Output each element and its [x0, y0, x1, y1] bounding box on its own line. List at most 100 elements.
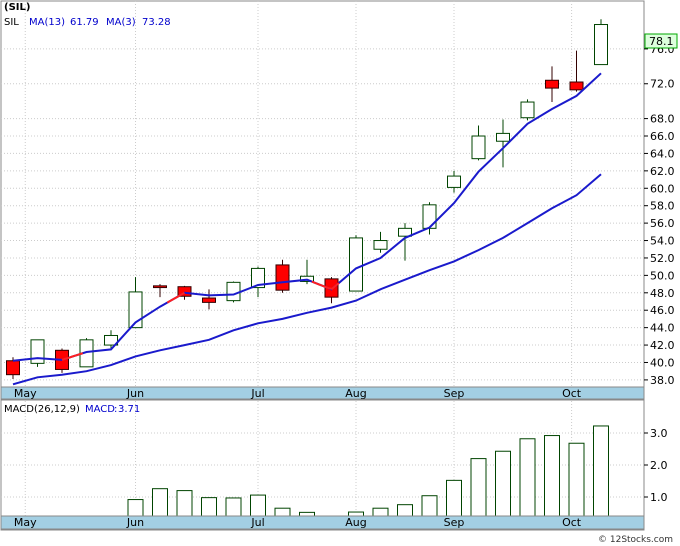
candle [545, 66, 559, 103]
watermark: © 12Stocks.com [598, 535, 673, 545]
candle-body [520, 101, 535, 119]
candle [520, 99, 535, 121]
ma3-line [12, 72, 602, 362]
price-tick-label: 64.0 [650, 147, 675, 160]
legend-ma3-name: MA(3) [106, 17, 136, 28]
macd-month-strip-bg [0, 515, 645, 530]
price-tick-label: 54.0 [650, 235, 675, 248]
candle-body [373, 240, 388, 250]
price-panel: 38.0 40.0 42.0 44.0 46.0 48.0 50.0 52.0 54.0 56.0… [0, 0, 678, 399]
candle [202, 289, 216, 310]
price-gridlines [1, 48, 644, 381]
candle [349, 235, 363, 292]
price-month-label: Jul [250, 387, 264, 400]
candle-body [226, 281, 241, 302]
candle-body [594, 24, 608, 66]
candle-body [275, 264, 290, 291]
last-price-badge [644, 33, 678, 49]
macd-month-label: Aug [345, 516, 366, 529]
price-month-label: Jun [126, 387, 144, 400]
candle-body [6, 360, 20, 376]
candle [104, 330, 118, 351]
price-tick-label: 62.0 [650, 165, 675, 178]
candle [6, 357, 20, 380]
candle [226, 281, 241, 303]
macd-month-label: Oct [562, 516, 582, 529]
macd-legend: MACD(26,12,9) MACD : 3.71 [4, 404, 140, 415]
price-month-label: May [14, 387, 37, 400]
candle-body [349, 237, 363, 292]
ma3-decline-segment [166, 291, 185, 304]
candle-body [447, 175, 461, 188]
macd-month-label: Jul [250, 516, 264, 529]
candle-body [30, 339, 45, 364]
price-month-labels: May Jun Jul Aug Sep Oct [14, 387, 582, 400]
candle-body [153, 285, 167, 289]
macd-panel: 1.0 2.0 3.0 MACD(26,12,9) MACD : 3.71 [0, 399, 668, 531]
candle [422, 202, 437, 235]
price-legend: SIL MA(13) 61.79 MA(3) 73.28 [4, 17, 171, 28]
ma3-decline-segment [311, 280, 340, 290]
candle-body [177, 286, 192, 297]
candle [153, 284, 167, 298]
candle-body [251, 267, 265, 289]
price-tick-label: 68.0 [650, 113, 675, 126]
macd-bar [519, 438, 536, 530]
price-tick-label: 66.0 [650, 130, 675, 143]
month-gridlines [24, 1, 573, 386]
price-tick-label: 52.0 [650, 252, 675, 265]
candle [128, 277, 143, 329]
candle-body [496, 132, 510, 142]
candle-body [128, 291, 143, 329]
macd-tick-label: 3.0 [650, 427, 668, 440]
candle [569, 50, 584, 92]
macd-value-sep: : [114, 404, 117, 415]
chart-title: (SIL) [4, 2, 30, 13]
legend-ma13-name: MA(13) [29, 17, 65, 28]
macd-month-label: Sep [444, 516, 465, 529]
macd-gridlines [1, 432, 644, 498]
price-tick-label: 46.0 [650, 304, 675, 317]
macd-month-labels: May Jun Jul Aug Sep Oct [14, 516, 582, 529]
price-tick-label: 40.0 [650, 356, 675, 369]
price-tick-label: 50.0 [650, 269, 675, 282]
price-tick-label: 48.0 [650, 287, 675, 300]
price-month-strip: May Jun Jul Aug Sep Oct [0, 386, 645, 400]
candle-body [471, 135, 486, 160]
legend-sil: SIL [4, 17, 19, 28]
macd-value: 3.71 [118, 404, 140, 415]
price-tick-label: 60.0 [650, 182, 675, 195]
price-tick-label: 72.0 [650, 78, 675, 91]
candle [447, 170, 461, 193]
macd-bar [593, 425, 609, 530]
candle [30, 339, 45, 367]
candle [471, 125, 486, 161]
price-tick-label: 56.0 [650, 217, 675, 230]
price-tick-label: 58.0 [650, 200, 675, 213]
ma3-decline-segment [61, 352, 84, 361]
macd-label: MACD [85, 404, 115, 415]
ma13-line [12, 173, 602, 386]
candle-body [422, 204, 437, 229]
moving-average-lines [12, 72, 602, 386]
candle [275, 259, 290, 293]
macd-bar [544, 435, 560, 530]
legend-ma13-value: 61.79 [70, 17, 99, 28]
macd-month-label: May [14, 516, 37, 529]
legend-ma3-value: 73.28 [142, 17, 171, 28]
price-month-strip-bg [0, 386, 645, 400]
price-tick-label: 38.0 [650, 374, 675, 387]
price-plot-area [0, 0, 645, 399]
price-tick-label: 44.0 [650, 322, 675, 335]
macd-month-strip: May Jun Jul Aug Sep Oct [0, 515, 645, 530]
macd-axis: 1.0 2.0 3.0 [644, 427, 668, 504]
price-month-label: Sep [444, 387, 465, 400]
candle-body [545, 79, 559, 89]
macd-tick-label: 1.0 [650, 491, 668, 504]
macd-month-label: Jun [126, 516, 144, 529]
macd-title: MACD(26,12,9) [4, 404, 80, 415]
last-price-label: 78.1 [649, 35, 674, 48]
price-month-label: Aug [345, 387, 366, 400]
candle [251, 266, 265, 298]
